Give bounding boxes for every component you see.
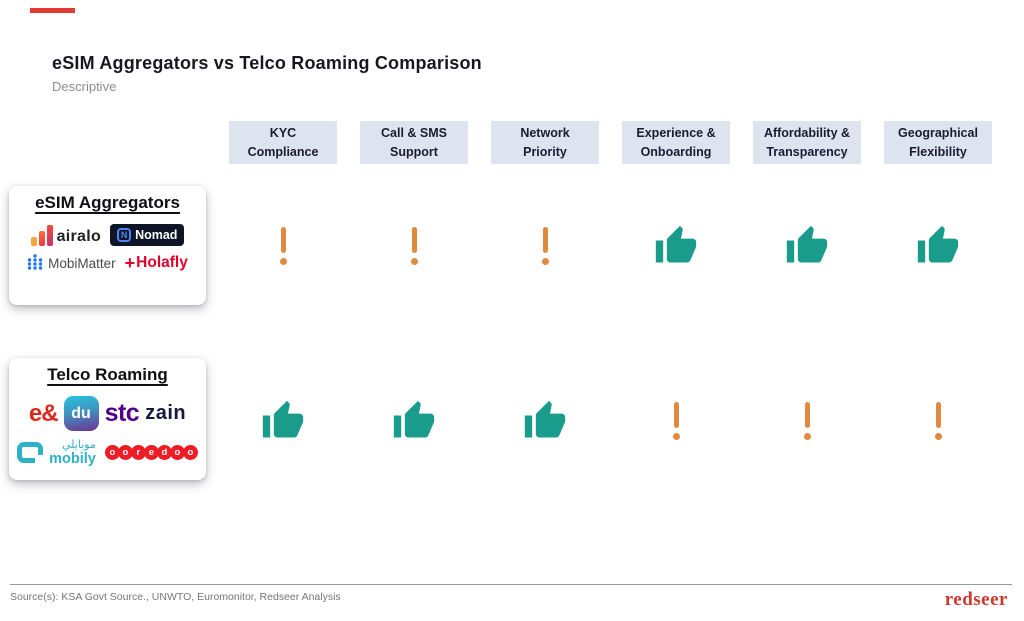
warning-icon — [541, 227, 549, 265]
esim-logo-row-2: MobiMatter + Holafly — [27, 254, 188, 272]
group-title-telco: Telco Roaming — [47, 365, 168, 384]
mobily-wordmark: mobily — [49, 451, 96, 467]
ratings-row-telco — [0, 392, 1024, 450]
column-header-line: Geographical — [898, 125, 978, 140]
ooredoo-letter: e — [143, 445, 159, 461]
column-header-line: Onboarding — [640, 144, 712, 159]
column-header-line: Call & SMS — [381, 125, 447, 140]
mobily-arabic-wordmark: موبايلي — [62, 438, 96, 451]
thumbs-up-icon — [262, 400, 304, 438]
rating-cell-thumbs-up — [884, 218, 992, 274]
airalo-logo: airalo — [30, 224, 102, 246]
rating-cell-warning — [884, 392, 992, 450]
ooredoo-letter: d — [156, 445, 172, 461]
rating-cell-thumbs-up — [360, 392, 468, 450]
group-title-esim: eSIM Aggregators — [35, 193, 180, 212]
thumbs-up-icon — [393, 400, 435, 438]
redseer-logo: redseer — [944, 589, 1008, 610]
rating-cell-thumbs-up — [491, 392, 599, 450]
column-header-line: Experience & — [636, 125, 716, 140]
mobily-icon — [17, 442, 44, 464]
du-wordmark: du — [71, 404, 91, 422]
footer-divider — [10, 584, 1012, 585]
zain-logo: zain — [145, 402, 187, 424]
holafly-wordmark: Holafly — [136, 254, 188, 271]
thumbs-up-icon — [786, 225, 828, 263]
column-header-network-priority: Network Priority — [491, 121, 599, 164]
column-header-line: Support — [390, 144, 438, 159]
telco-logo-row-1: e& du stc zain — [29, 396, 186, 431]
holafly-icon: + — [124, 253, 136, 273]
rating-cell-warning — [622, 392, 730, 450]
nomad-wordmark: Nomad — [135, 228, 178, 242]
warning-icon — [279, 227, 287, 265]
holafly-logo: + Holafly — [125, 254, 188, 272]
column-header-line: Transparency — [766, 144, 848, 159]
column-header-call-sms-support: Call & SMS Support — [360, 121, 468, 164]
thumbs-up-icon — [524, 400, 566, 438]
column-header-affordability-transparency: Affordability & Transparency — [753, 121, 861, 164]
thumbs-up-icon — [655, 225, 697, 263]
ooredoo-letter: o — [169, 445, 185, 461]
ratings-row-esim — [0, 218, 1024, 274]
column-header-line: Flexibility — [909, 144, 967, 159]
ooredoo-letter: o — [104, 445, 120, 461]
stc-logo: stc — [104, 399, 140, 427]
rating-cell-warning — [753, 392, 861, 450]
warning-icon — [934, 402, 942, 440]
source-note: Source(s): KSA Govt Source., UNWTO, Euro… — [10, 591, 341, 603]
ooredoo-letter: r — [130, 445, 146, 461]
rating-cell-thumbs-up — [622, 218, 730, 274]
page-title: eSIM Aggregators vs Telco Roaming Compar… — [52, 53, 482, 73]
column-header-experience-onboarding: Experience & Onboarding — [622, 121, 730, 164]
airalo-wordmark: airalo — [56, 227, 102, 245]
rating-cell-thumbs-up — [753, 218, 861, 274]
mobily-logo: موبايلي mobily — [17, 439, 96, 467]
column-header-geographical-flexibility: Geographical Flexibility — [884, 121, 992, 164]
column-header-line: Compliance — [247, 144, 319, 159]
mobimatter-wordmark: MobiMatter — [48, 255, 116, 271]
du-logo: du — [63, 396, 99, 431]
group-card-esim-aggregators: eSIM Aggregators airalo N Nomad — [9, 186, 206, 305]
nomad-logo: N Nomad — [110, 224, 185, 246]
nomad-icon: N — [117, 228, 132, 242]
warning-icon — [803, 402, 811, 440]
rating-cell-thumbs-up — [229, 392, 337, 450]
ooredoo-letter: o — [182, 445, 198, 461]
column-header-line: Network — [520, 125, 570, 140]
rating-cell-warning — [360, 218, 468, 274]
column-header-line: Affordability & — [763, 125, 851, 140]
thumbs-up-icon — [917, 225, 959, 263]
warning-icon — [410, 227, 418, 265]
mobimatter-logo: MobiMatter — [27, 254, 116, 272]
esim-logo-grid: airalo N Nomad MobiMatter — [9, 224, 206, 272]
eand-logo: e& — [28, 399, 59, 427]
ooredoo-letter: o — [117, 445, 133, 461]
group-card-telco-roaming: Telco Roaming e& du stc zain موبايلي mob… — [9, 358, 206, 480]
accent-dash — [30, 8, 75, 13]
column-header-kyc-compliance: KYC Compliance — [229, 121, 337, 164]
page-subtitle: Descriptive — [52, 79, 117, 94]
column-header-line: KYC — [269, 125, 297, 140]
warning-icon — [672, 402, 680, 440]
esim-logo-row-1: airalo N Nomad — [30, 224, 185, 246]
column-header-line: Priority — [523, 144, 567, 159]
airalo-icon — [30, 224, 53, 246]
rating-cell-warning — [491, 218, 599, 274]
rating-cell-warning — [229, 218, 337, 274]
mobimatter-icon — [27, 254, 43, 270]
